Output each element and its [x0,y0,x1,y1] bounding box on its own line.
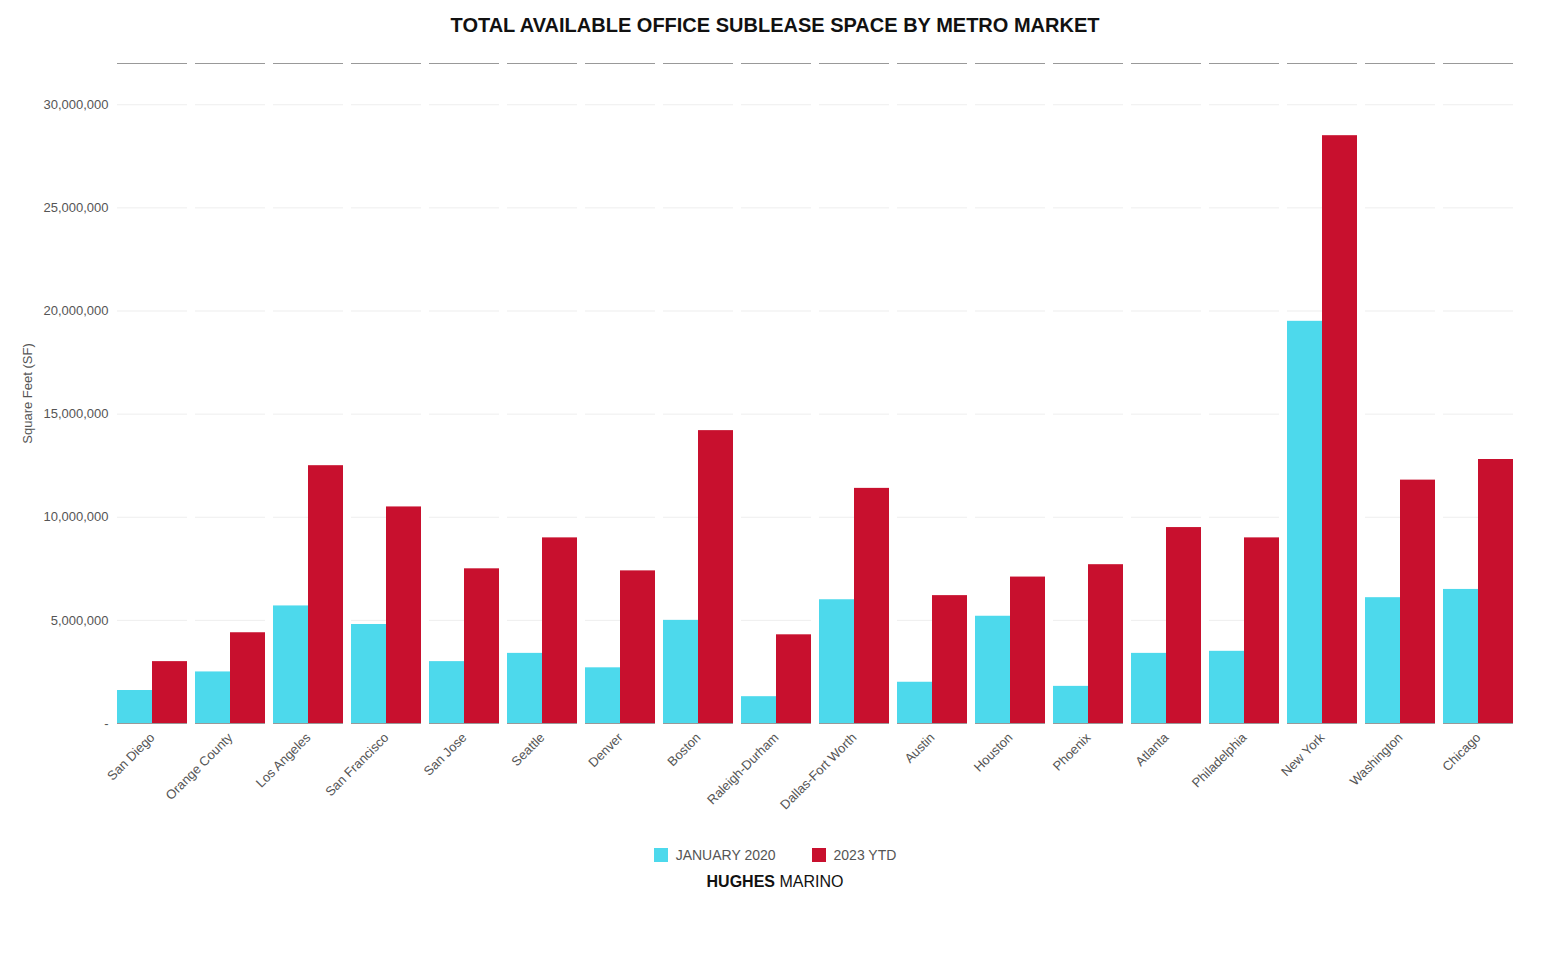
svg-text:Houston: Houston [971,730,1016,775]
svg-text:10,000,000: 10,000,000 [43,509,108,524]
svg-text:20,000,000: 20,000,000 [43,303,108,318]
svg-text:Orange County: Orange County [163,729,236,802]
svg-text:Square Feet (SF): Square Feet (SF) [20,343,35,443]
svg-text:25,000,000: 25,000,000 [43,200,108,215]
svg-text:Raleigh-Durham: Raleigh-Durham [704,730,782,808]
svg-text:30,000,000: 30,000,000 [43,97,108,112]
svg-text:Chicago: Chicago [1439,730,1483,774]
html-text:2023 YTD: 2023 YTD [833,847,897,863]
svg-text:15,000,000: 15,000,000 [43,406,108,421]
svg-text:Seattle: Seattle [508,730,547,769]
svg-text:Denver: Denver [585,729,626,770]
svg-text:San Diego: San Diego [104,730,158,784]
svg-text:San Jose: San Jose [421,730,470,779]
svg-text:Boston: Boston [664,730,703,769]
svg-text:-: - [104,716,108,731]
svg-text:New York: New York [1278,729,1328,779]
html-text:HUGHES MARINO: HUGHES MARINO [706,873,844,890]
svg-text:Los Angeles: Los Angeles [253,729,314,790]
svg-text:San Francisco: San Francisco [322,730,391,799]
svg-text:5,000,000: 5,000,000 [51,613,109,628]
svg-text:Phoenix: Phoenix [1050,729,1094,773]
html-text:TOTAL AVAILABLE OFFICE SUBLEAS: TOTAL AVAILABLE OFFICE SUBLEASE SPACE BY… [450,14,1100,36]
svg-text:Philadelphia: Philadelphia [1189,729,1250,790]
svg-text:Dallas-Fort Worth: Dallas-Fort Worth [777,730,859,812]
svg-text:Atlanta: Atlanta [1132,729,1172,769]
svg-text:Washington: Washington [1347,730,1406,789]
html-text:JANUARY 2020: JANUARY 2020 [675,847,776,863]
svg-text:Austin: Austin [901,730,937,766]
